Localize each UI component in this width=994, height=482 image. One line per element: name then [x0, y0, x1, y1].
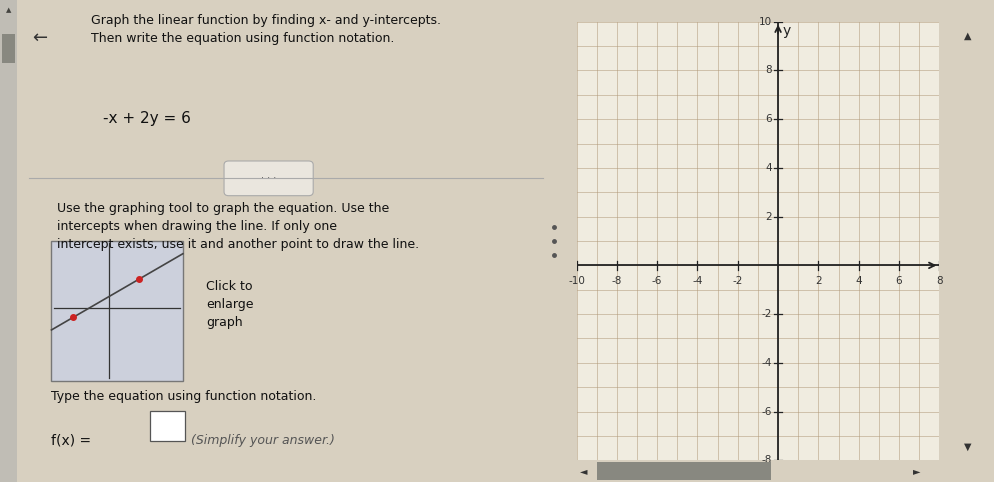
Text: y: y: [782, 24, 790, 38]
Text: -x + 2y = 6: -x + 2y = 6: [103, 111, 191, 126]
Text: Use the graphing tool to graph the equation. Use the
intercepts when drawing the: Use the graphing tool to graph the equat…: [58, 202, 419, 252]
Text: Graph the linear function by finding x- and y-intercepts.
Then write the equatio: Graph the linear function by finding x- …: [91, 14, 441, 45]
Text: 2: 2: [815, 276, 822, 286]
Text: -4: -4: [761, 358, 772, 368]
Text: -6: -6: [652, 276, 662, 286]
FancyBboxPatch shape: [597, 463, 771, 480]
Text: ←: ←: [33, 29, 48, 47]
Text: Type the equation using function notation.: Type the equation using function notatio…: [52, 390, 317, 403]
Text: 2: 2: [765, 212, 772, 222]
Text: 6: 6: [765, 114, 772, 124]
FancyBboxPatch shape: [224, 161, 313, 196]
Text: · · ·: · · ·: [261, 174, 276, 183]
Text: Click to
enlarge
graph: Click to enlarge graph: [206, 280, 253, 329]
Text: -8: -8: [611, 276, 622, 286]
Text: ▲: ▲: [6, 7, 11, 13]
Text: -2: -2: [761, 309, 772, 319]
Text: -2: -2: [733, 276, 743, 286]
Text: (Simplify your answer.): (Simplify your answer.): [192, 434, 335, 447]
Text: ►: ►: [913, 466, 921, 476]
Text: -4: -4: [692, 276, 703, 286]
Text: ▼: ▼: [964, 442, 972, 452]
Text: 6: 6: [896, 276, 903, 286]
Text: -6: -6: [761, 407, 772, 416]
FancyBboxPatch shape: [0, 0, 17, 482]
Text: -8: -8: [761, 455, 772, 465]
Text: ▲: ▲: [964, 30, 972, 40]
Text: 8: 8: [936, 276, 942, 286]
Text: 4: 4: [856, 276, 862, 286]
FancyBboxPatch shape: [150, 411, 185, 441]
Text: -10: -10: [569, 276, 584, 286]
FancyBboxPatch shape: [2, 34, 16, 63]
Text: ◄: ◄: [580, 466, 587, 476]
Text: 4: 4: [765, 163, 772, 173]
Text: 8: 8: [765, 66, 772, 75]
FancyBboxPatch shape: [52, 241, 183, 381]
Text: f(x) =: f(x) =: [52, 434, 91, 448]
Text: 10: 10: [758, 17, 772, 27]
